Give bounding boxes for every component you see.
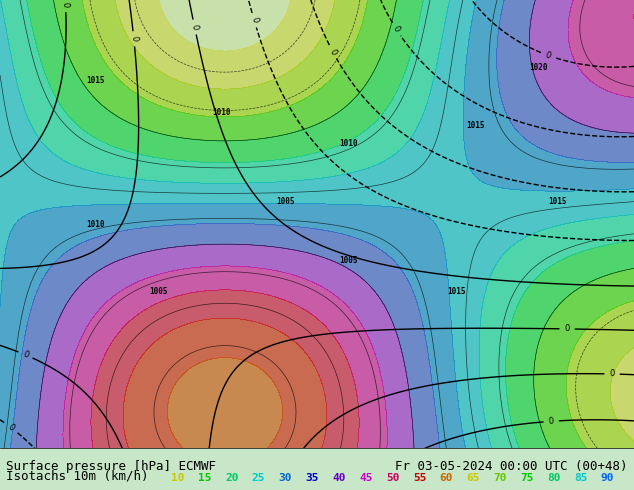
Text: 1015: 1015: [447, 287, 466, 296]
Text: 30: 30: [278, 472, 292, 483]
Text: 90: 90: [601, 472, 614, 483]
Text: 1020: 1020: [529, 63, 548, 72]
Text: 0: 0: [249, 17, 259, 24]
Text: 80: 80: [547, 472, 560, 483]
Text: Isotachs 10m (km/h): Isotachs 10m (km/h): [6, 469, 149, 483]
Text: 0: 0: [328, 48, 338, 56]
Text: 70: 70: [493, 472, 507, 483]
Text: 0: 0: [391, 24, 402, 34]
Text: 0: 0: [7, 423, 16, 433]
Text: 65: 65: [467, 472, 480, 483]
Text: 0: 0: [564, 324, 570, 334]
Text: 10: 10: [171, 472, 184, 483]
Text: 40: 40: [332, 472, 346, 483]
Text: 45: 45: [359, 472, 373, 483]
Text: 1015: 1015: [466, 121, 485, 130]
Text: 0: 0: [548, 416, 554, 426]
Text: 0: 0: [61, 1, 70, 7]
Text: 0: 0: [129, 36, 139, 42]
Text: 25: 25: [252, 472, 265, 483]
Text: 1010: 1010: [339, 139, 358, 148]
Text: 1015: 1015: [86, 76, 105, 85]
Text: 0: 0: [609, 369, 615, 379]
Text: 35: 35: [306, 472, 319, 483]
Text: 0: 0: [190, 24, 200, 30]
Text: 1005: 1005: [149, 287, 168, 296]
Text: 1010: 1010: [212, 108, 231, 117]
Text: 55: 55: [413, 472, 426, 483]
Text: 20: 20: [225, 472, 238, 483]
Text: Fr 03-05-2024 00:00 UTC (00+48): Fr 03-05-2024 00:00 UTC (00+48): [395, 460, 628, 473]
Text: 1015: 1015: [548, 197, 567, 206]
Text: 1005: 1005: [276, 197, 295, 206]
Text: 60: 60: [440, 472, 453, 483]
Text: 15: 15: [198, 472, 212, 483]
Text: 0: 0: [22, 350, 30, 360]
Text: 1010: 1010: [86, 220, 105, 229]
Text: 85: 85: [574, 472, 588, 483]
Text: 1005: 1005: [339, 256, 358, 265]
Text: 75: 75: [521, 472, 534, 483]
Text: 0: 0: [544, 50, 552, 60]
Text: 50: 50: [386, 472, 399, 483]
Text: Surface pressure [hPa] ECMWF: Surface pressure [hPa] ECMWF: [6, 460, 216, 473]
